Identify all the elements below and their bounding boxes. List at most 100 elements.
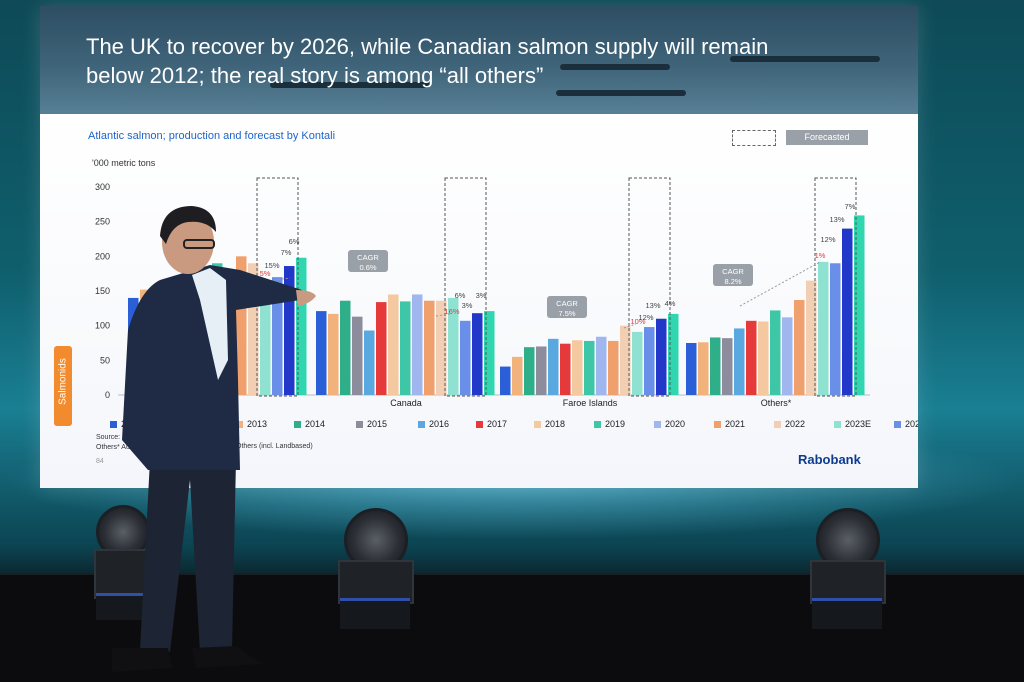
bar-4-2013 <box>698 342 709 395</box>
legend-swatch <box>110 421 117 429</box>
bar-3-2023E <box>632 331 643 395</box>
forecast-box <box>444 177 487 397</box>
bar-2-2016 <box>364 330 375 395</box>
bar-4-2012 <box>686 343 697 395</box>
legend-swatch <box>594 421 601 429</box>
chart-subtitle: Atlantic salmon; production and forecast… <box>88 130 336 142</box>
bar-2-2025E <box>472 313 483 395</box>
growth-annotation: 6% <box>455 291 466 300</box>
bar-1-2013 <box>140 289 151 395</box>
category-label: Canada <box>390 398 422 408</box>
legend-label: 2015 <box>367 419 388 429</box>
bar-2-2014 <box>340 300 351 395</box>
bar-2-2017 <box>376 302 387 395</box>
growth-annotation: 1% <box>815 251 826 260</box>
cagr-label: CAGR <box>357 253 379 262</box>
bar-4-2017 <box>746 320 757 395</box>
legend-item: 2018 <box>534 419 565 429</box>
bar-3-2015 <box>536 346 547 395</box>
y-tick-label: 0 <box>105 390 110 400</box>
legend-item: 2023E <box>834 419 871 429</box>
category-label: Others* <box>761 398 792 408</box>
bar-2-2024E <box>460 320 471 395</box>
page-number: 84 <box>96 458 104 465</box>
bar-1-2018 <box>200 278 211 395</box>
bar-4-2015 <box>722 338 733 395</box>
rabobank-logo: Rabobank <box>798 452 861 467</box>
cagr-label: 7.5% <box>558 309 575 318</box>
legend-swatch <box>774 421 781 429</box>
legend-item: 2020 <box>654 419 685 429</box>
bar-4-2024E <box>830 263 841 395</box>
y-tick-label: 100 <box>95 321 110 331</box>
bar-3-2026E <box>668 313 679 395</box>
bar-3-2025E <box>656 318 667 395</box>
bar-2-2026E <box>484 311 495 395</box>
category-label: Faroe Islands <box>563 398 618 408</box>
legend-label: 2022 <box>785 419 806 429</box>
bar-3-2017 <box>560 343 571 395</box>
forecast-box <box>628 177 671 397</box>
legend-item: 2019 <box>594 419 625 429</box>
legend-swatch <box>534 421 541 429</box>
bar-2-2021 <box>424 300 435 395</box>
fish-pen <box>270 82 430 88</box>
forecast-legend-box <box>732 130 776 146</box>
legend-label: 2023E <box>845 419 872 429</box>
growth-annotation: 10% <box>630 317 645 326</box>
bar-4-2021 <box>794 300 805 395</box>
cagr-label: CAGR <box>722 267 744 276</box>
y-tick-label: 250 <box>95 217 110 227</box>
bar-1-2021 <box>236 256 247 395</box>
bar-3-2013 <box>512 356 523 395</box>
slide-title-line-2: below 2012; the real story is among “all… <box>86 63 544 88</box>
section-tab <box>54 346 72 426</box>
legend-label: 2017 <box>487 419 508 429</box>
growth-annotation: 12% <box>820 235 835 244</box>
source-line-1: Source: Ra <box>96 434 132 441</box>
bar-1-2015 <box>164 291 175 395</box>
bar-3-2024E <box>644 327 655 395</box>
projected-slide: The UK to recover by 2026, while Canadia… <box>40 6 918 488</box>
slide-title: The UK to recover by 2026, while Canadia… <box>86 32 906 90</box>
legend-label: 2014 <box>305 419 326 429</box>
legend-item: 2017 <box>476 419 507 429</box>
bar-1-2017 <box>188 285 199 395</box>
bar-4-2018 <box>758 321 769 395</box>
growth-annotation: 7% <box>845 202 856 211</box>
growth-annotation: 13% <box>645 301 660 310</box>
fish-pen <box>560 64 670 70</box>
bar-1-2019 <box>212 263 223 395</box>
legend-label: 2019 <box>605 419 626 429</box>
legend-swatch <box>236 421 243 429</box>
bar-3-2020 <box>596 336 607 395</box>
cagr-label: 0.6% <box>359 263 376 272</box>
bar-2-2022 <box>436 300 447 395</box>
cagr-badge <box>713 264 753 286</box>
bar-2-2015 <box>352 316 363 395</box>
forecast-legend-label: Forecasted <box>786 130 868 145</box>
growth-annotation: 16% <box>444 307 459 316</box>
legend-swatch <box>476 421 483 429</box>
bar-3-2016 <box>548 338 559 395</box>
bar-2-2020 <box>412 294 423 395</box>
bar-4-2023E <box>818 261 829 395</box>
growth-annotation: 3% <box>476 291 487 300</box>
bar-4-2020 <box>782 317 793 395</box>
growth-annotation: 7% <box>281 248 292 257</box>
bar-3-2012 <box>500 366 511 395</box>
cagr-badge <box>547 296 587 318</box>
bar-4-2019 <box>770 310 781 395</box>
legend-label: 2016 <box>429 419 450 429</box>
trend-arrow <box>739 261 821 307</box>
legend-label: 2018 <box>545 419 566 429</box>
bar-3-2022 <box>620 325 631 395</box>
bar-2-2018 <box>388 294 399 395</box>
y-tick-label: 300 <box>95 182 110 192</box>
bar-1-2024E <box>272 277 283 395</box>
cagr-badge <box>348 250 388 272</box>
bar-3-2019 <box>584 340 595 395</box>
bar-3-2021 <box>608 340 619 395</box>
bar-1-2020 <box>224 271 235 395</box>
cagr-label: CAGR <box>556 299 578 308</box>
